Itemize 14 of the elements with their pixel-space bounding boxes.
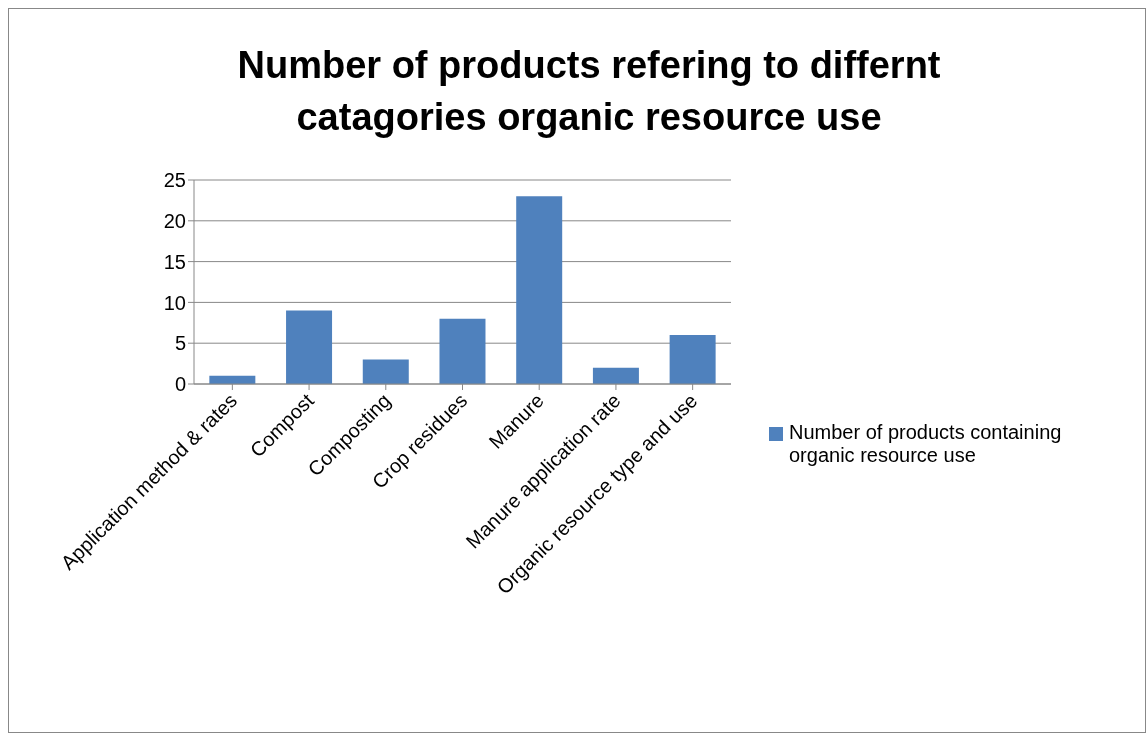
- chart-title: Number of products refering to differnt catagories organic resource use: [236, 43, 942, 140]
- bar: [439, 318, 486, 384]
- y-tick-label: 15: [163, 250, 186, 273]
- y-tick-label: 25: [163, 169, 186, 192]
- y-tick-label: 20: [163, 209, 186, 232]
- bar: [669, 335, 716, 384]
- bar: [516, 196, 563, 384]
- y-tick-label: 5: [174, 332, 186, 355]
- legend-label: Number of products containing organic resource use: [789, 421, 1063, 467]
- y-tick-label: 0: [174, 373, 186, 396]
- bar: [362, 359, 409, 384]
- y-tick-label: 10: [163, 291, 186, 314]
- bar: [592, 367, 639, 384]
- bar: [286, 310, 333, 384]
